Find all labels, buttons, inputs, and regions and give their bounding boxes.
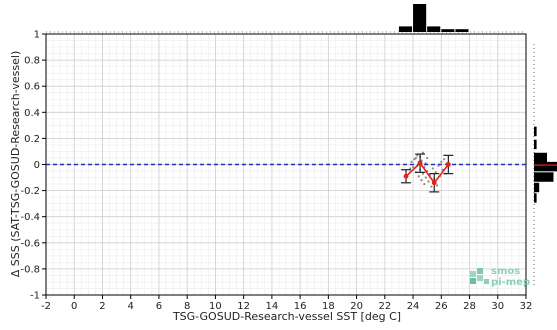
y-axis-label: Δ SSS (SAT-TSG-GOSUD-Research-vessel) bbox=[9, 51, 22, 278]
right-hist-bar bbox=[534, 126, 537, 137]
y-tick-label: 0.6 bbox=[24, 82, 40, 93]
x-tick-label: 10 bbox=[209, 301, 222, 312]
right-hist-bar bbox=[534, 161, 557, 172]
x-tick-label: 16 bbox=[294, 301, 307, 312]
x-tick-label: 0 bbox=[71, 301, 77, 312]
smos-pimep-logo: smos pi-mep bbox=[470, 266, 530, 288]
y-tick-label: -0.8 bbox=[20, 264, 40, 275]
y-tick-label: 0.8 bbox=[24, 56, 40, 67]
top-histogram bbox=[46, 4, 526, 33]
scatter-point bbox=[409, 167, 412, 170]
y-tick-label: -0.4 bbox=[20, 212, 40, 223]
x-tick-label: 14 bbox=[266, 301, 279, 312]
scatter-point bbox=[427, 180, 430, 183]
x-tick-label: 24 bbox=[407, 301, 420, 312]
top-hist-bar bbox=[413, 4, 427, 32]
right-hist-bar bbox=[534, 182, 540, 193]
y-tick-label: 0.4 bbox=[24, 108, 40, 119]
y-tick-label: -0.6 bbox=[20, 238, 40, 249]
x-tick-label: 6 bbox=[156, 301, 162, 312]
x-tick-label: 2 bbox=[99, 301, 105, 312]
scatter-point bbox=[424, 176, 427, 179]
x-tick-label: 12 bbox=[237, 301, 250, 312]
logo-text-pimep: pi-mep bbox=[491, 277, 530, 288]
scatter-points bbox=[409, 151, 449, 188]
mean-series-point bbox=[403, 173, 409, 179]
x-tick-label: 18 bbox=[322, 301, 335, 312]
right-hist-bar bbox=[534, 193, 537, 203]
mean-series-line bbox=[405, 161, 449, 185]
logo-block-4 bbox=[477, 275, 483, 281]
top-hist-bar bbox=[441, 29, 455, 32]
y-tick-label: -1 bbox=[30, 291, 40, 302]
x-tick-label: 30 bbox=[491, 301, 504, 312]
y-tick-label: -0.2 bbox=[20, 186, 40, 197]
x-tick-label: 20 bbox=[350, 301, 363, 312]
scatter-point bbox=[424, 162, 427, 165]
scatter-point bbox=[434, 171, 437, 174]
scatter-point bbox=[421, 172, 425, 175]
x-axis-label: TSG-GOSUD-Research-vessel SST [deg C] bbox=[172, 310, 401, 323]
right-hist-bar bbox=[534, 139, 537, 150]
scatter-point bbox=[430, 185, 433, 188]
scatter-point bbox=[420, 179, 423, 182]
scatter-point bbox=[413, 158, 416, 161]
y-tick-label: 0 bbox=[34, 160, 40, 171]
logo-block-3 bbox=[470, 278, 476, 284]
logo-block-5 bbox=[484, 279, 489, 284]
x-tick-label: 8 bbox=[184, 301, 190, 312]
logo-text-smos: smos bbox=[491, 266, 520, 277]
top-hist-bar bbox=[455, 29, 469, 32]
scatter-point bbox=[411, 166, 415, 169]
x-tick-label: 4 bbox=[128, 301, 134, 312]
axis-ticks: -2 0 2 4 6 8 10 12 14 16 18 20 22 24 26 28 30 32-1-0.8-0.… bbox=[20, 30, 532, 313]
top-hist-bar bbox=[398, 26, 413, 32]
right-hist-bar bbox=[534, 172, 554, 182]
x-tick-label: 28 bbox=[463, 301, 476, 312]
x-tick-label: 26 bbox=[435, 301, 448, 312]
scatter-point bbox=[426, 156, 429, 160]
mean-series bbox=[403, 160, 451, 186]
scatter-point bbox=[417, 175, 420, 178]
mean-series-point bbox=[417, 160, 423, 166]
mean-series-point bbox=[431, 180, 437, 186]
mean-series-point bbox=[445, 162, 451, 167]
scatter-point bbox=[435, 184, 439, 187]
x-tick-label: 22 bbox=[378, 301, 391, 312]
top-hist-bar bbox=[427, 26, 441, 32]
scatter-point bbox=[431, 167, 434, 170]
scatter-point bbox=[421, 151, 425, 154]
scatter-point bbox=[423, 182, 426, 186]
x-tick-label: -2 bbox=[41, 301, 51, 312]
logo-block-1 bbox=[470, 271, 476, 277]
scatter-point bbox=[443, 158, 446, 161]
logo-block-2 bbox=[477, 268, 483, 274]
right-histogram bbox=[533, 44, 557, 285]
scatter-point bbox=[410, 160, 413, 163]
y-tick-label: 0.2 bbox=[24, 134, 40, 145]
right-hist-bar bbox=[534, 152, 547, 163]
y-tick-label: 1 bbox=[34, 30, 40, 41]
scatter-point bbox=[437, 164, 440, 167]
scatter-point bbox=[416, 154, 419, 157]
x-tick-label: 32 bbox=[520, 301, 533, 312]
scatter-point bbox=[414, 156, 417, 160]
scatter-point bbox=[440, 160, 443, 163]
